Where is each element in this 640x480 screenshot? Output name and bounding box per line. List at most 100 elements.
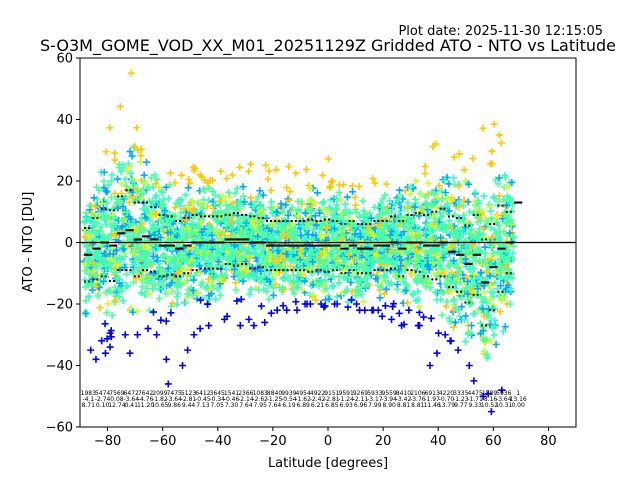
y-tick-label: −40 [46, 359, 73, 374]
data-point [338, 223, 346, 231]
data-point [254, 193, 262, 201]
data-point [126, 163, 134, 171]
data-point [492, 340, 500, 348]
data-point [283, 183, 291, 191]
data-point [294, 284, 302, 292]
data-point [500, 196, 508, 204]
bin-annotation-mean: -3.64 [166, 396, 182, 403]
data-point [319, 205, 327, 213]
data-point [271, 280, 279, 288]
data-point [252, 248, 260, 256]
data-point [137, 289, 145, 297]
data-point [475, 237, 483, 245]
data-point [456, 226, 464, 234]
data-point [222, 202, 230, 210]
data-point [413, 261, 421, 269]
data-point [396, 207, 404, 215]
data-point [267, 204, 275, 212]
data-point [261, 318, 269, 326]
data-point [295, 260, 303, 268]
bin-annotation-count: 5933 [367, 390, 382, 397]
data-point [377, 283, 385, 291]
data-point [432, 140, 440, 148]
data-point [498, 386, 506, 394]
data-point [378, 261, 386, 269]
data-point [414, 287, 422, 295]
data-point [293, 264, 301, 272]
data-point [116, 198, 124, 206]
data-point [107, 327, 115, 335]
bin-annotation-mean: -1.71 [467, 396, 483, 403]
data-point [205, 196, 213, 204]
data-point [309, 281, 317, 289]
data-point [214, 248, 222, 256]
bin-annotation-count: 7642 [138, 390, 153, 397]
bin-annotation-std: 10.31 [495, 402, 512, 409]
data-point [366, 209, 374, 217]
data-point [442, 189, 450, 197]
data-point [451, 211, 459, 219]
data-point [374, 306, 382, 314]
data-point [164, 264, 172, 272]
data-point [303, 165, 311, 173]
data-point [354, 288, 362, 296]
data-point [316, 252, 324, 260]
data-point [82, 297, 90, 305]
data-point [227, 218, 235, 226]
data-point [222, 265, 230, 273]
data-point [259, 246, 267, 254]
data-point [483, 351, 491, 359]
data-point [103, 335, 111, 343]
data-point [382, 285, 390, 293]
data-point [225, 188, 233, 196]
bin-annotation-mean: -1.25 [267, 396, 283, 403]
data-point [441, 280, 449, 288]
data-point [206, 286, 214, 294]
data-point [287, 256, 295, 264]
bin-annotation-std: 0.10 [96, 402, 110, 409]
data-point [189, 229, 197, 237]
data-point [157, 243, 165, 251]
data-point [209, 188, 217, 196]
data-point [216, 253, 224, 261]
data-point [163, 219, 171, 227]
data-point [111, 149, 119, 157]
data-point [438, 269, 446, 277]
data-point [209, 282, 217, 290]
data-point [247, 194, 255, 202]
data-point [263, 275, 271, 283]
data-point [495, 273, 503, 281]
data-point [247, 160, 255, 168]
data-point [509, 200, 517, 208]
data-point [155, 183, 163, 191]
data-point [248, 217, 256, 225]
data-point [371, 179, 379, 187]
data-point [273, 208, 281, 216]
data-point [102, 148, 110, 156]
bin-annotation-std: 9.33 [468, 402, 482, 409]
data-point [379, 208, 387, 216]
data-point [471, 188, 479, 196]
data-point [111, 156, 119, 164]
data-point [486, 296, 494, 304]
data-point [507, 196, 515, 204]
data-point [505, 266, 513, 274]
scatter-points [80, 69, 518, 416]
data-point [92, 282, 100, 290]
data-point [185, 175, 193, 183]
data-point [292, 237, 300, 245]
y-tick-label: −20 [46, 298, 73, 313]
data-point [417, 190, 425, 198]
bin-annotation-mean: -2.42 [310, 396, 326, 403]
data-point [155, 260, 163, 268]
data-point [486, 282, 494, 290]
data-point [474, 285, 482, 293]
data-point [114, 274, 122, 282]
bin-annotation-std: 0.41 [125, 402, 139, 409]
data-point [382, 277, 390, 285]
data-point [103, 188, 111, 196]
bin-annotation-mean: -0.54 [281, 396, 297, 403]
data-point [153, 175, 161, 183]
data-point [134, 266, 142, 274]
